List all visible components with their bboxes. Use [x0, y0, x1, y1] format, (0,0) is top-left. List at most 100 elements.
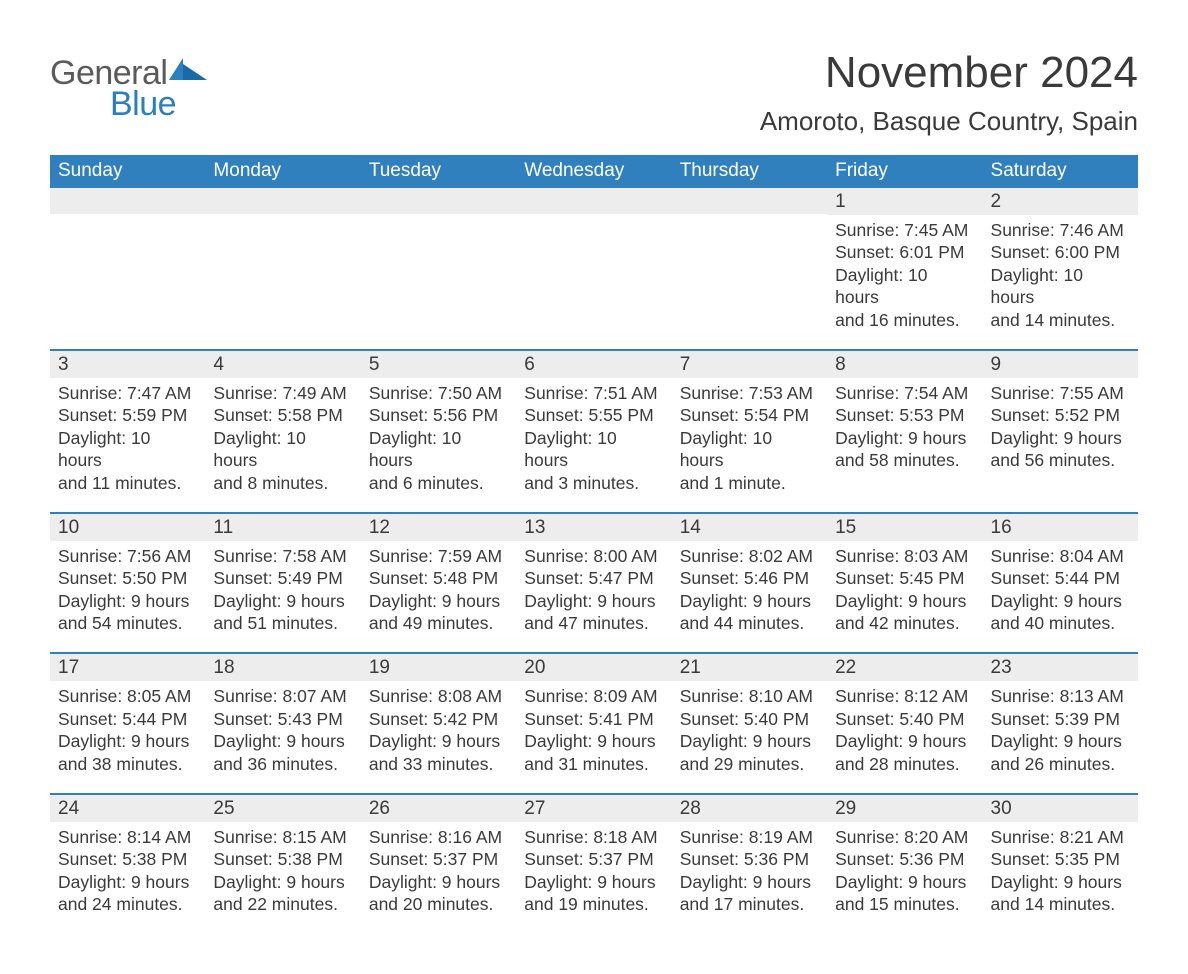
- day-cell: 9Sunrise: 7:55 AMSunset: 5:52 PMDaylight…: [983, 350, 1138, 513]
- sunset-line: Sunset: 5:55 PM: [524, 404, 663, 426]
- day-cell: 6Sunrise: 7:51 AMSunset: 5:55 PMDaylight…: [516, 350, 671, 513]
- day-body: Sunrise: 8:02 AMSunset: 5:46 PMDaylight:…: [672, 541, 827, 653]
- day-body: Sunrise: 8:00 AMSunset: 5:47 PMDaylight:…: [516, 541, 671, 653]
- week-row: 3Sunrise: 7:47 AMSunset: 5:59 PMDaylight…: [50, 350, 1138, 513]
- daylight-line-2: and 58 minutes.: [835, 449, 974, 471]
- sunset-line: Sunset: 5:59 PM: [58, 404, 197, 426]
- day-cell: 21Sunrise: 8:10 AMSunset: 5:40 PMDayligh…: [672, 653, 827, 794]
- daylight-line-2: and 11 minutes.: [58, 472, 197, 494]
- sunrise-line: Sunrise: 8:20 AM: [835, 826, 974, 848]
- sunset-line: Sunset: 5:40 PM: [680, 708, 819, 730]
- empty-day-body: [50, 214, 205, 312]
- day-cell: 1Sunrise: 7:45 AMSunset: 6:01 PMDaylight…: [827, 188, 982, 350]
- sunset-line: Sunset: 6:01 PM: [835, 241, 974, 263]
- sunset-line: Sunset: 5:36 PM: [835, 848, 974, 870]
- day-body: Sunrise: 8:12 AMSunset: 5:40 PMDaylight:…: [827, 681, 982, 793]
- day-number: 9: [983, 351, 1138, 378]
- day-cell: [205, 188, 360, 350]
- sunrise-line: Sunrise: 8:21 AM: [991, 826, 1130, 848]
- day-body: Sunrise: 8:18 AMSunset: 5:37 PMDaylight:…: [516, 822, 671, 934]
- daylight-line-1: Daylight: 9 hours: [991, 871, 1130, 893]
- daylight-line-2: and 1 minute.: [680, 472, 819, 494]
- day-body: Sunrise: 8:09 AMSunset: 5:41 PMDaylight:…: [516, 681, 671, 793]
- weekday-header: Wednesday: [516, 155, 671, 188]
- sunrise-line: Sunrise: 8:18 AM: [524, 826, 663, 848]
- sunrise-line: Sunrise: 8:16 AM: [369, 826, 508, 848]
- day-number: 4: [205, 351, 360, 378]
- daylight-line-2: and 3 minutes.: [524, 472, 663, 494]
- daylight-line-2: and 17 minutes.: [680, 893, 819, 915]
- day-number: 28: [672, 795, 827, 822]
- empty-day-body: [516, 214, 671, 312]
- location-subtitle: Amoroto, Basque Country, Spain: [760, 106, 1138, 137]
- sunrise-line: Sunrise: 8:14 AM: [58, 826, 197, 848]
- weekday-header: Tuesday: [361, 155, 516, 188]
- weekday-header: Monday: [205, 155, 360, 188]
- day-body: Sunrise: 8:13 AMSunset: 5:39 PMDaylight:…: [983, 681, 1138, 793]
- daylight-line-1: Daylight: 9 hours: [991, 427, 1130, 449]
- day-cell: 3Sunrise: 7:47 AMSunset: 5:59 PMDaylight…: [50, 350, 205, 513]
- day-cell: 14Sunrise: 8:02 AMSunset: 5:46 PMDayligh…: [672, 513, 827, 654]
- sunset-line: Sunset: 5:37 PM: [524, 848, 663, 870]
- sunrise-line: Sunrise: 8:04 AM: [991, 545, 1130, 567]
- day-number: 8: [827, 351, 982, 378]
- day-cell: [50, 188, 205, 350]
- daylight-line-2: and 14 minutes.: [991, 893, 1130, 915]
- daylight-line-1: Daylight: 9 hours: [991, 730, 1130, 752]
- sunset-line: Sunset: 5:46 PM: [680, 567, 819, 589]
- daylight-line-1: Daylight: 10 hours: [58, 427, 197, 472]
- sunset-line: Sunset: 5:36 PM: [680, 848, 819, 870]
- sunset-line: Sunset: 5:50 PM: [58, 567, 197, 589]
- day-body: Sunrise: 7:54 AMSunset: 5:53 PMDaylight:…: [827, 378, 982, 490]
- day-cell: 11Sunrise: 7:58 AMSunset: 5:49 PMDayligh…: [205, 513, 360, 654]
- logo: General Blue: [50, 54, 209, 124]
- sunrise-line: Sunrise: 7:47 AM: [58, 382, 197, 404]
- day-cell: 20Sunrise: 8:09 AMSunset: 5:41 PMDayligh…: [516, 653, 671, 794]
- sunset-line: Sunset: 5:42 PM: [369, 708, 508, 730]
- sunrise-line: Sunrise: 8:08 AM: [369, 685, 508, 707]
- daylight-line-2: and 16 minutes.: [835, 309, 974, 331]
- day-cell: 29Sunrise: 8:20 AMSunset: 5:36 PMDayligh…: [827, 794, 982, 934]
- day-body: Sunrise: 8:04 AMSunset: 5:44 PMDaylight:…: [983, 541, 1138, 653]
- sunrise-line: Sunrise: 7:54 AM: [835, 382, 974, 404]
- daylight-line-1: Daylight: 9 hours: [835, 730, 974, 752]
- day-number: 25: [205, 795, 360, 822]
- sunset-line: Sunset: 5:56 PM: [369, 404, 508, 426]
- sunrise-line: Sunrise: 7:51 AM: [524, 382, 663, 404]
- sunset-line: Sunset: 5:58 PM: [213, 404, 352, 426]
- day-body: Sunrise: 8:21 AMSunset: 5:35 PMDaylight:…: [983, 822, 1138, 934]
- sunset-line: Sunset: 5:53 PM: [835, 404, 974, 426]
- day-body: Sunrise: 7:50 AMSunset: 5:56 PMDaylight:…: [361, 378, 516, 512]
- daylight-line-2: and 29 minutes.: [680, 753, 819, 775]
- weekday-header: Friday: [827, 155, 982, 188]
- sunrise-line: Sunrise: 8:10 AM: [680, 685, 819, 707]
- sunrise-line: Sunrise: 7:59 AM: [369, 545, 508, 567]
- day-number: 1: [827, 188, 982, 215]
- daylight-line-2: and 47 minutes.: [524, 612, 663, 634]
- day-number: 10: [50, 514, 205, 541]
- day-cell: 13Sunrise: 8:00 AMSunset: 5:47 PMDayligh…: [516, 513, 671, 654]
- day-body: Sunrise: 8:16 AMSunset: 5:37 PMDaylight:…: [361, 822, 516, 934]
- sunrise-line: Sunrise: 7:46 AM: [991, 219, 1130, 241]
- day-body: Sunrise: 8:08 AMSunset: 5:42 PMDaylight:…: [361, 681, 516, 793]
- daylight-line-2: and 49 minutes.: [369, 612, 508, 634]
- sunset-line: Sunset: 5:40 PM: [835, 708, 974, 730]
- daylight-line-1: Daylight: 9 hours: [835, 590, 974, 612]
- day-number: 2: [983, 188, 1138, 215]
- sunset-line: Sunset: 6:00 PM: [991, 241, 1130, 263]
- daylight-line-1: Daylight: 10 hours: [369, 427, 508, 472]
- day-number: 12: [361, 514, 516, 541]
- daylight-line-2: and 42 minutes.: [835, 612, 974, 634]
- daylight-line-1: Daylight: 10 hours: [835, 264, 974, 309]
- sunset-line: Sunset: 5:41 PM: [524, 708, 663, 730]
- sunset-line: Sunset: 5:48 PM: [369, 567, 508, 589]
- daylight-line-2: and 20 minutes.: [369, 893, 508, 915]
- sunrise-line: Sunrise: 7:50 AM: [369, 382, 508, 404]
- day-body: Sunrise: 8:03 AMSunset: 5:45 PMDaylight:…: [827, 541, 982, 653]
- daylight-line-1: Daylight: 9 hours: [680, 590, 819, 612]
- week-row: 24Sunrise: 8:14 AMSunset: 5:38 PMDayligh…: [50, 794, 1138, 934]
- sunrise-line: Sunrise: 8:13 AM: [991, 685, 1130, 707]
- daylight-line-2: and 28 minutes.: [835, 753, 974, 775]
- weekday-header: Thursday: [672, 155, 827, 188]
- empty-day-bar: [672, 188, 827, 214]
